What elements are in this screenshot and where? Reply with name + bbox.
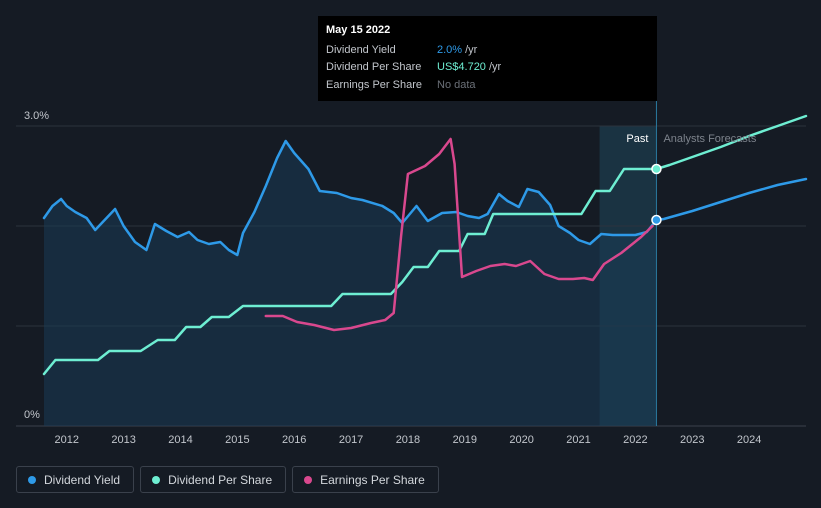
tooltip-value: No data [437,78,476,91]
tooltip-date: May 15 2022 [326,24,391,36]
tooltip-row-yield: Dividend Yield 2.0% /yr [326,41,649,59]
legend-item-dividend-yield[interactable]: Dividend Yield [16,466,135,493]
tooltip-row-eps: Earnings Per Share No data [326,76,649,94]
x-tick-label: 2020 [509,434,533,446]
legend-label: Earnings Per Share [320,472,425,487]
x-tick-label: 2021 [566,434,590,446]
tooltip-label: Dividend Yield [326,43,396,56]
dividend-yield-area [44,141,657,426]
x-tick-label: 2016 [282,434,306,446]
dividend-yield-highlight-point [651,214,662,226]
x-tick-label: 2022 [623,434,647,446]
dividend-yield-line [42,139,808,257]
tooltip-unit: /yr [488,61,502,74]
legend-label: Dividend Per Share [168,472,273,487]
tooltip-value: US$4.720 [437,61,486,74]
dividend-per-share-highlight-point [651,163,662,175]
forecast-label: Analysts Forecasts [663,133,756,145]
tooltip-unit: /yr [465,43,478,56]
legend-dot-icon [304,475,313,484]
y-tick-label: 3.0% [24,110,49,122]
legend-item-dividend-per-share[interactable]: Dividend Per Share [140,466,287,493]
tooltip-label: Dividend Per Share [326,61,422,74]
x-tick-label: 2015 [225,434,249,446]
tooltip: May 15 2022 Dividend Yield 2.0% /yr Divi… [318,16,657,101]
legend-label: Dividend Yield [44,472,121,487]
x-tick-label: 2017 [339,434,363,446]
dividend-per-share-line [42,114,808,376]
x-tick-label: 2018 [396,434,420,446]
legend-item-earnings-per-share[interactable]: Earnings Per Share [292,466,439,493]
tooltip-value: 2.0% [437,43,463,56]
y-tick-label: 0% [24,409,40,421]
earnings-per-share-line [264,137,654,332]
legend-dot-icon [28,475,36,484]
x-tick-label: 2013 [111,434,135,446]
legend-dot-icon [152,475,161,484]
x-tick-label: 2012 [55,434,79,446]
tooltip-row-dps: Dividend Per Share US$4.720 /yr [326,59,649,77]
tooltip-label: Earnings Per Share [326,78,422,91]
x-tick-label: 2023 [680,434,704,446]
past-label: Past [626,133,648,145]
x-tick-label: 2019 [453,434,477,446]
x-tick-label: 2024 [737,434,761,446]
legend: Dividend Yield Dividend Per Share Earnin… [16,466,439,493]
x-tick-label: 2014 [168,434,192,446]
